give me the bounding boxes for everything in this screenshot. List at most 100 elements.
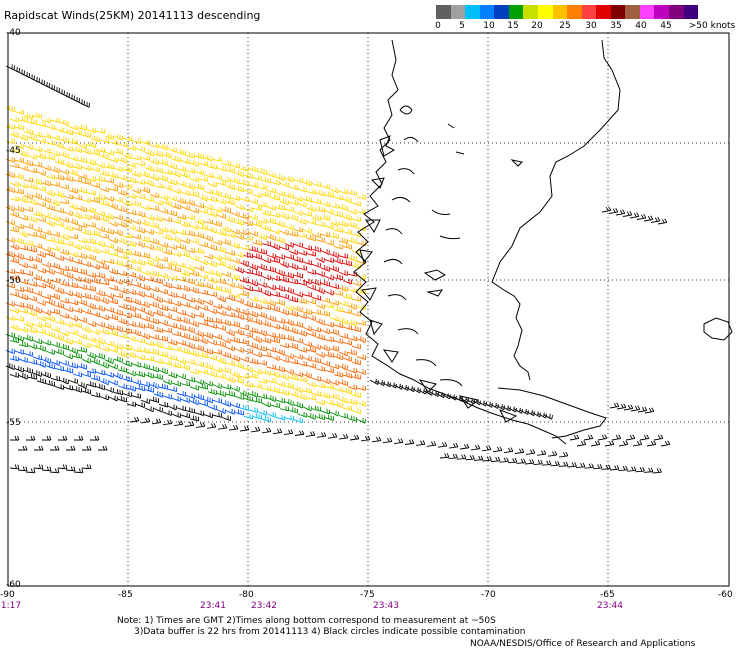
wind-barb [80, 101, 90, 108]
wind-barb [492, 446, 503, 453]
wind-barb [162, 410, 172, 416]
wind-barb [437, 441, 448, 448]
wind-barb [349, 434, 360, 441]
wind-barb [356, 385, 367, 391]
wind-barb [23, 321, 33, 328]
wind-barb [27, 216, 37, 223]
wind-barb [45, 267, 55, 275]
wind-barb [27, 198, 37, 206]
wind-barb [113, 182, 123, 188]
wind-barb [23, 367, 33, 374]
wind-barb [158, 226, 168, 233]
wind-barb [9, 147, 20, 154]
wind-barb [14, 188, 25, 195]
wind-barb [315, 271, 325, 277]
wind-barb [113, 309, 123, 316]
wind-barb [9, 355, 20, 362]
wind-barb [180, 381, 191, 387]
wind-barb [59, 184, 70, 190]
wind-barb [189, 238, 199, 244]
wind-barb [239, 309, 249, 316]
wind-barb [99, 170, 110, 177]
wind-barb [162, 281, 172, 289]
wind-barb [144, 371, 154, 379]
wind-barb [23, 303, 33, 310]
wind-barb [26, 435, 36, 441]
wind-barb [212, 349, 223, 355]
wind-barb [329, 220, 339, 227]
wind-barb [212, 398, 222, 404]
wind-barb [275, 397, 285, 404]
wind-barb [86, 206, 96, 214]
wind-barb [9, 181, 19, 188]
wind-barb [36, 216, 47, 223]
wind-barb [248, 165, 258, 173]
wind-barb [104, 307, 114, 313]
wind-barb [306, 298, 317, 305]
wind-barb [108, 285, 119, 291]
wind-barb [239, 277, 250, 284]
wind-barb [27, 281, 37, 287]
time-label: 23:44 [597, 601, 623, 611]
wind-barb [306, 284, 316, 291]
wind-barb [158, 335, 169, 342]
wind-barb [203, 412, 213, 419]
wind-barb [315, 189, 325, 197]
wind-barb [32, 192, 42, 200]
wind-barb [36, 137, 46, 144]
wind-barb [203, 172, 213, 178]
wind-barb [315, 256, 325, 263]
wind-barb [212, 239, 222, 246]
wind-barb [36, 360, 46, 368]
wind-barb [140, 219, 150, 227]
wind-barb [77, 299, 87, 306]
wind-barb [459, 443, 470, 450]
wind-barb [23, 270, 34, 276]
wind-barb [41, 466, 52, 472]
wind-barb [185, 264, 195, 272]
wind-barb [126, 385, 136, 392]
wind-barb [41, 147, 51, 154]
wind-barb [72, 321, 82, 329]
wind-barb [18, 116, 29, 123]
wind-barb [158, 320, 168, 326]
wind-barb [189, 191, 200, 197]
wind-barb [284, 272, 295, 279]
wind-barb [63, 337, 73, 345]
wind-barb [144, 292, 155, 299]
wind-barb [225, 294, 235, 302]
wind-barb [162, 199, 172, 207]
wind-barb [171, 266, 182, 273]
wind-barb [275, 174, 285, 182]
wind-barb [371, 436, 382, 443]
wind-barb [320, 265, 330, 272]
wind-barb [221, 287, 232, 294]
wind-barb [36, 152, 46, 160]
wind-barb [162, 313, 172, 320]
wind-barb [149, 238, 159, 245]
wind-barb [18, 214, 28, 221]
wind-barb [117, 253, 128, 260]
wind-barb [81, 342, 92, 348]
wind-barb [230, 274, 241, 281]
wind-barb [503, 447, 514, 454]
wind-barb [63, 193, 73, 200]
wind-barb [567, 462, 577, 468]
wind-barb [342, 196, 352, 204]
wind-barb [41, 165, 51, 171]
wind-barb [257, 248, 268, 255]
wind-barb [32, 354, 42, 361]
wind-barb [338, 317, 348, 325]
wind-barb [342, 213, 352, 221]
wind-barb [342, 371, 352, 379]
wind-barb [144, 259, 154, 267]
wind-barb [288, 199, 299, 206]
wind-barb [72, 163, 82, 170]
wind-barb [45, 236, 56, 243]
wind-barb [45, 204, 55, 211]
wind-barb [329, 203, 340, 209]
wind-barb [77, 237, 88, 244]
wind-barb [189, 384, 199, 391]
wind-barb [171, 203, 182, 210]
wind-barb [284, 368, 294, 375]
